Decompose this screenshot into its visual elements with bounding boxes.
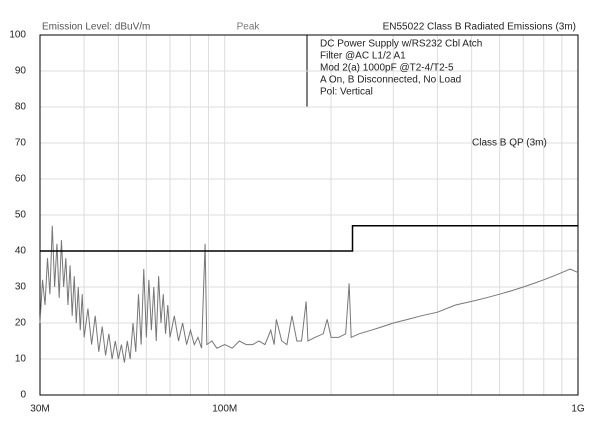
x-tick-label: 1G bbox=[571, 404, 585, 415]
limit-line bbox=[40, 225, 578, 252]
x-tick-label: 100M bbox=[212, 404, 237, 415]
note-line: Filter @AC L1/2 A1 bbox=[320, 51, 406, 62]
limit-label: Class B QP (3m) bbox=[472, 138, 547, 149]
y-tick-label: 40 bbox=[15, 246, 27, 257]
detector-label: Peak bbox=[237, 22, 261, 33]
y-tick-label: 0 bbox=[20, 390, 26, 401]
note-line: DC Power Supply w/RS232 Cbl Atch bbox=[320, 39, 482, 50]
x-tick-label: 30M bbox=[30, 404, 49, 415]
y-tick-label: 90 bbox=[15, 66, 27, 77]
note-line: Mod 2(a) 1000pF @T2-4/T2-5 bbox=[320, 63, 454, 74]
y-axis-label: Emission Level: dBuV/m bbox=[42, 22, 150, 33]
chart-title: EN55022 Class B Radiated Emissions (3m) bbox=[383, 22, 576, 33]
note-line: A On, B Disconnected, No Load bbox=[320, 75, 461, 86]
y-tick-label: 20 bbox=[15, 318, 27, 329]
y-tick-label: 100 bbox=[9, 30, 26, 41]
y-tick-label: 50 bbox=[15, 210, 27, 221]
y-tick-label: 10 bbox=[15, 354, 27, 365]
y-tick-label: 80 bbox=[15, 102, 27, 113]
emission-trace bbox=[39, 225, 579, 363]
plot-frame bbox=[39, 34, 579, 396]
y-tick-label: 60 bbox=[15, 174, 27, 185]
note-line: Pol: Vertical bbox=[320, 87, 373, 98]
y-tick-label: 70 bbox=[15, 138, 27, 149]
y-tick-label: 30 bbox=[15, 282, 27, 293]
